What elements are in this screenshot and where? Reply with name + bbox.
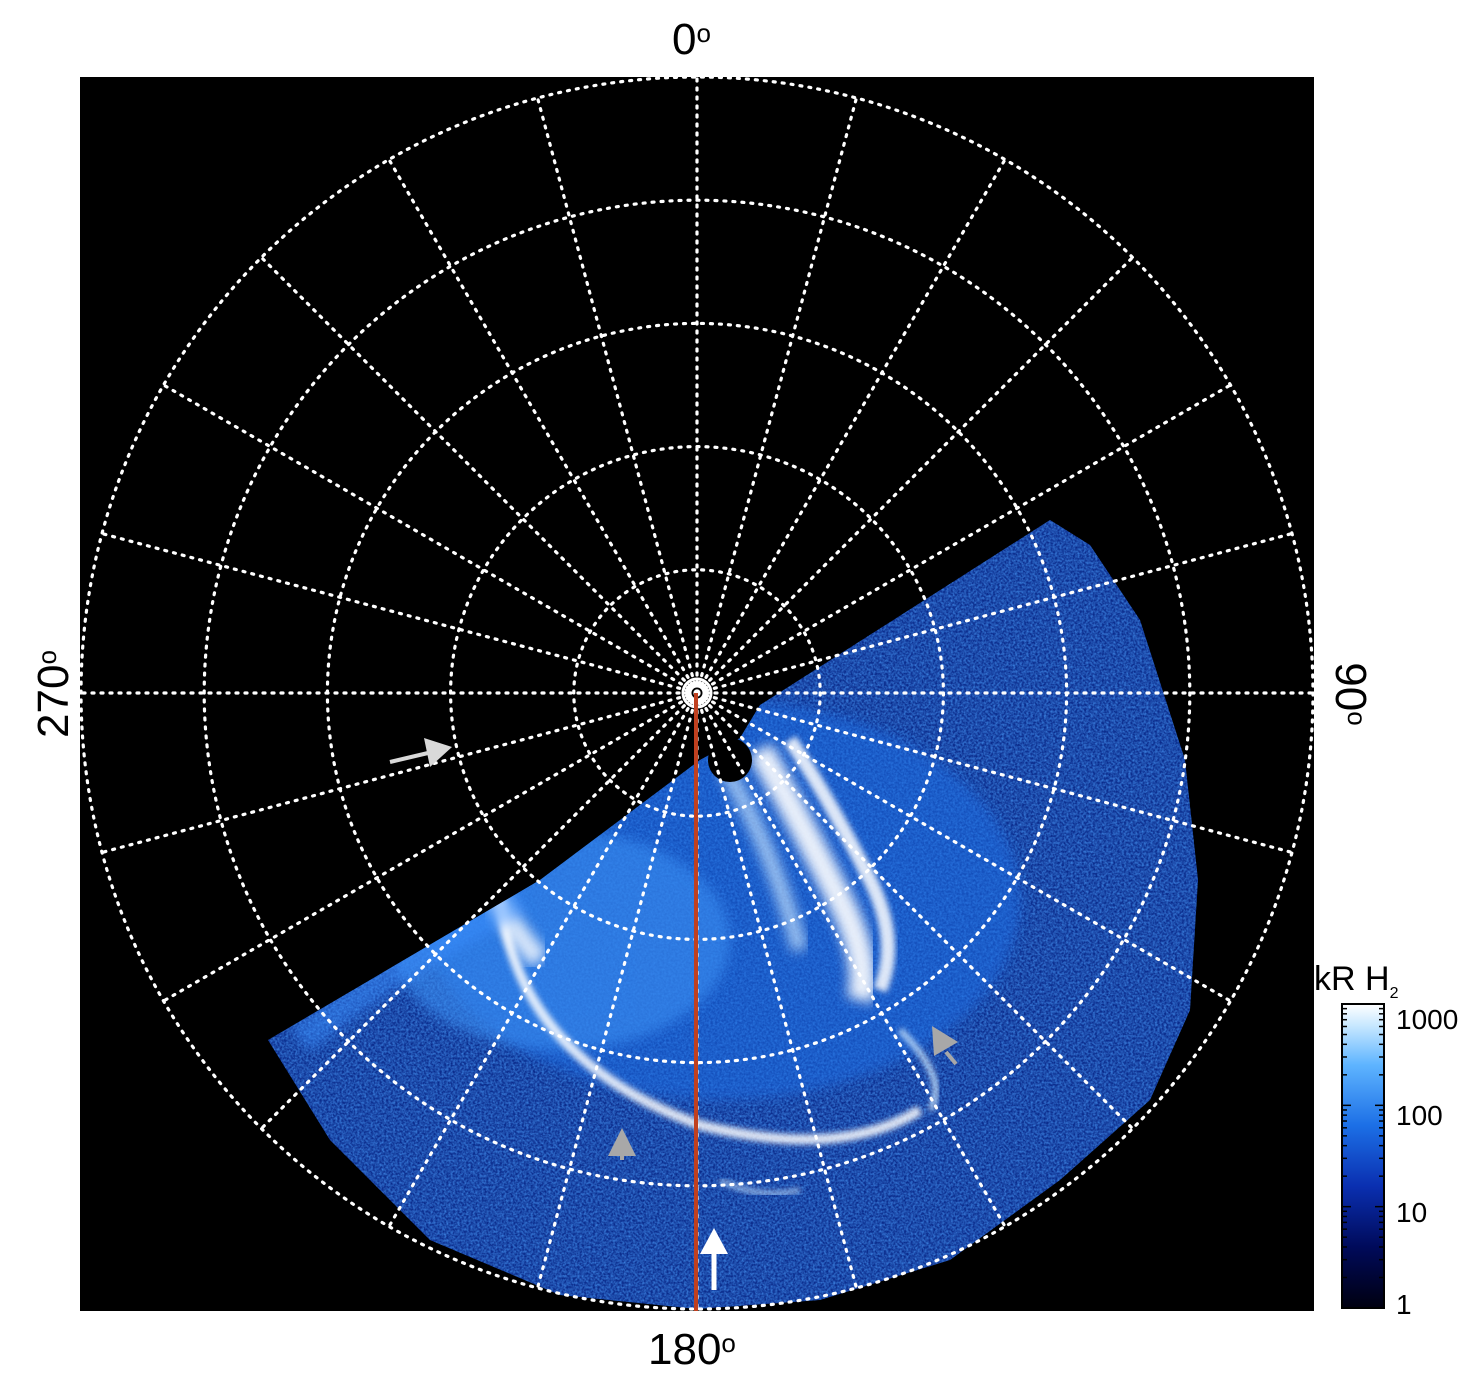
colorbar-tick-100: 100: [1396, 1100, 1443, 1131]
grid-meridian: [100, 531, 699, 695]
grid-meridian: [535, 691, 699, 1290]
grid-meridian: [259, 255, 699, 695]
grid-meridian: [161, 691, 699, 1003]
arrow-gray-right: [932, 1026, 958, 1066]
grid-meridian: [695, 691, 1135, 1131]
grid-meridian: [161, 383, 699, 695]
grid-meridian: [695, 691, 1294, 855]
grid-parallel: [572, 568, 822, 818]
grid-meridian: [387, 157, 699, 695]
grid-meridian: [535, 96, 699, 695]
axis-label-bottom: 180o: [648, 1325, 736, 1374]
colorbar-tick-1: 1: [1396, 1289, 1412, 1320]
grid-meridian: [695, 691, 1007, 1229]
grid-meridian: [100, 691, 699, 855]
grid-meridian: [695, 691, 1233, 1003]
arrow-left-white: [389, 738, 452, 767]
colorbar-title: kR H2: [1314, 960, 1399, 1002]
grid-meridian: [695, 383, 1233, 695]
grid-meridian: [695, 531, 1294, 695]
grid-meridian: [695, 255, 1135, 695]
grid-meridian: [695, 691, 859, 1290]
grid-meridian: [259, 691, 699, 1131]
axis-label-top: 0o: [672, 15, 711, 64]
grid-meridian: [695, 96, 859, 695]
axis-label-left: 270o: [29, 650, 78, 738]
arrow-gray-lower-left: [608, 1128, 636, 1160]
grid-meridian: [695, 157, 1007, 695]
grid-parallel: [80, 77, 1314, 1311]
colorbar-gradient: [1341, 1003, 1385, 1309]
arrow-bottom-white: [700, 1228, 728, 1290]
axis-label-right: 90o: [1326, 662, 1375, 726]
colorbar: [1341, 1003, 1385, 1309]
colorbar-tick-1000: 1000: [1396, 1004, 1459, 1035]
colorbar-tick-10: 10: [1396, 1197, 1428, 1228]
polar-grid: [80, 77, 1314, 1311]
pole-notch: [708, 738, 752, 782]
grid-meridian: [387, 691, 699, 1229]
